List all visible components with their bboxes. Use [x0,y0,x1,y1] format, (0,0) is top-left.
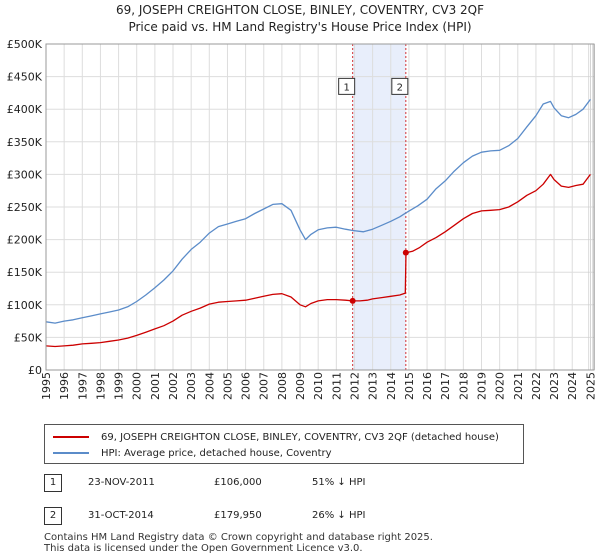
chart-subtitle: Price paid vs. HM Land Registry's House … [128,20,472,34]
x-tick-label: 1998 [94,372,107,400]
chart-title-block: 69, JOSEPH CREIGHTON CLOSE, BINLEY, COVE… [0,2,600,36]
transaction-row: 2 31-OCT-2014 £179,950 26% ↓ HPI [44,507,524,527]
transaction-hpi-diff: 51% ↓ HPI [312,477,366,488]
x-tick-label: 2007 [258,372,271,400]
x-tick-label: 2009 [294,372,307,400]
x-tick-label: 2012 [348,372,361,400]
y-tick-label: £300K [7,168,43,181]
chart-title: 69, JOSEPH CREIGHTON CLOSE, BINLEY, COVE… [115,3,485,17]
y-tick-label: £100K [7,299,43,312]
transaction-date: 23-NOV-2011 [88,477,155,488]
legend-label-hpi: HPI: Average price, detached house, Cove… [101,447,332,459]
x-tick-label: 2010 [312,372,325,400]
x-tick-label: 1997 [76,372,89,400]
x-tick-label: 2008 [276,372,289,400]
footer-licence: This data is licensed under the Open Gov… [44,543,363,554]
x-tick-label: 2023 [548,372,561,400]
marker-box [338,77,356,95]
x-tick-label: 1999 [113,372,126,400]
y-tick-label: £500K [7,38,43,51]
x-tick-label: 2024 [566,372,579,400]
transaction-row: 1 23-NOV-2011 £106,000 51% ↓ HPI [44,474,524,494]
y-tick-label: £0 [28,364,42,377]
x-tick-label: 2014 [385,372,398,400]
x-tick-label: 2005 [221,372,234,400]
legend: 69, JOSEPH CREIGHTON CLOSE, BINLEY, COVE… [44,424,524,464]
x-tick-label: 2025 [584,372,597,400]
y-tick-label: £50K [14,331,43,344]
x-tick-label: 1995 [40,372,53,400]
footer-copyright: Contains HM Land Registry data © Crown c… [44,532,433,543]
legend-item-property: 69, JOSEPH CREIGHTON CLOSE, BINLEY, COVE… [53,429,499,445]
x-tick-label: 2021 [512,372,525,400]
x-tick-label: 2000 [131,372,144,400]
marker-label: 2 [397,82,403,93]
x-tick-label: 2017 [439,372,452,400]
x-tick-label: 2022 [530,372,543,400]
transaction-price: £179,950 [214,510,262,521]
x-tick-label: 2019 [475,372,488,400]
transaction-number: 2 [44,507,62,525]
y-tick-label: £350K [7,136,43,149]
marker-label: 1 [343,82,349,93]
sale-point [349,297,356,304]
x-tick-label: 2003 [185,372,198,400]
series-line [45,99,591,324]
legend-item-hpi: HPI: Average price, detached house, Cove… [53,445,332,461]
y-tick-label: £250K [7,201,43,214]
x-tick-label: 2013 [367,372,380,400]
x-tick-label: 2002 [167,372,180,400]
sale-point [402,249,409,256]
x-tick-label: 2015 [403,372,416,400]
y-tick-label: £200K [7,234,43,247]
x-tick-label: 2020 [494,372,507,400]
x-tick-label: 2001 [149,372,162,400]
footer: Contains HM Land Registry data © Crown c… [44,532,433,554]
legend-swatch-property [53,436,89,438]
price-chart: 1 2 £0 £50K £100K £150K £200K £250K £300K £350K £4… [7,38,598,400]
y-tick-label: £400K [7,103,43,116]
y-tick-label: £150K [7,266,43,279]
y-tick-label: £450K [7,71,43,84]
marker-box [391,77,409,95]
transaction-date: 31-OCT-2014 [88,510,154,521]
x-tick-label: 2004 [203,372,216,400]
legend-label-property: 69, JOSEPH CREIGHTON CLOSE, BINLEY, COVE… [101,431,499,443]
x-tick-label: 2006 [240,372,253,400]
transaction-hpi-diff: 26% ↓ HPI [312,510,366,521]
transaction-number: 1 [44,474,62,492]
x-tick-label: 2018 [457,372,470,400]
legend-swatch-hpi [53,452,89,454]
x-tick-label: 2016 [421,372,434,400]
x-tick-label: 2011 [330,372,343,400]
transaction-price: £106,000 [214,477,262,488]
x-tick-label: 1996 [58,372,71,400]
series-line [45,173,591,348]
plot-border [45,43,595,371]
